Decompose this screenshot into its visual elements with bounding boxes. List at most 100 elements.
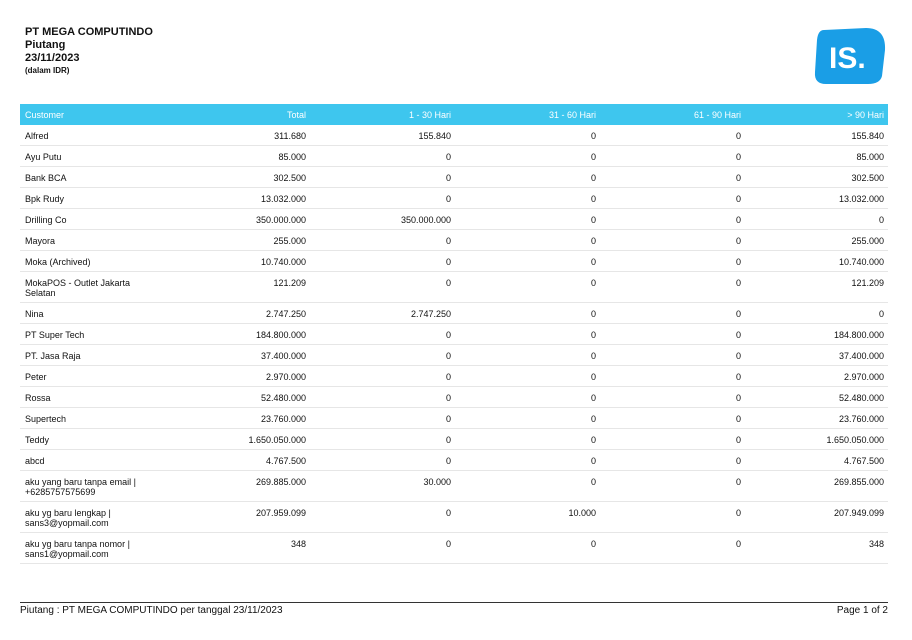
cell-over-90: 184.800.000: [745, 323, 888, 345]
cell-1-30: 0: [310, 386, 455, 408]
cell-total: 37.400.000: [150, 344, 310, 366]
cell-over-90: 155.840: [745, 125, 888, 146]
cell-customer: MokaPOS - Outlet Jakarta Selatan: [20, 271, 150, 303]
cell-31-60: 0: [455, 470, 600, 502]
cell-customer: Mayora: [20, 229, 150, 251]
cell-61-90: 0: [600, 501, 745, 533]
cell-customer: Teddy: [20, 428, 150, 450]
cell-over-90: 0: [745, 208, 888, 230]
cell-total: 311.680: [150, 125, 310, 146]
cell-1-30: 0: [310, 229, 455, 251]
cell-over-90: 10.740.000: [745, 250, 888, 272]
cell-customer: Bpk Rudy: [20, 187, 150, 209]
footer-report-label: Piutang : PT MEGA COMPUTINDO per tanggal…: [20, 605, 283, 616]
cell-31-60: 0: [455, 532, 600, 564]
logo-text: IS.: [829, 42, 866, 75]
table-row: abcd 4.767.500 0 0 0 4.767.500: [20, 449, 888, 471]
cell-total: 23.760.000: [150, 407, 310, 429]
cell-total: 348: [150, 532, 310, 564]
cell-61-90: 0: [600, 428, 745, 450]
table-row: Ayu Putu 85.000 0 0 0 85.000: [20, 145, 888, 167]
cell-over-90: 207.949.099: [745, 501, 888, 533]
table-row: aku yg baru tanpa nomor | sans1@yopmail.…: [20, 532, 888, 564]
cell-1-30: 30.000: [310, 470, 455, 502]
table-row: Peter 2.970.000 0 0 0 2.970.000: [20, 365, 888, 387]
cell-customer: Moka (Archived): [20, 250, 150, 272]
table-row: Drilling Co 350.000.000 350.000.000 0 0 0: [20, 208, 888, 230]
table-row: Alfred 311.680 155.840 0 0 155.840: [20, 125, 888, 146]
cell-61-90: 0: [600, 166, 745, 188]
cell-over-90: 302.500: [745, 166, 888, 188]
report-date: 23/11/2023: [25, 52, 80, 64]
cell-61-90: 0: [600, 365, 745, 387]
cell-61-90: 0: [600, 323, 745, 345]
cell-1-30: 0: [310, 166, 455, 188]
cell-over-90: 23.760.000: [745, 407, 888, 429]
cell-customer: aku yg baru lengkap | sans3@yopmail.com: [20, 501, 150, 533]
table-row: Nina 2.747.250 2.747.250 0 0 0: [20, 302, 888, 324]
cell-1-30: 0: [310, 428, 455, 450]
cell-1-30: 350.000.000: [310, 208, 455, 230]
cell-over-90: 37.400.000: [745, 344, 888, 366]
cell-31-60: 10.000: [455, 501, 600, 533]
cell-31-60: 0: [455, 145, 600, 167]
cell-31-60: 0: [455, 187, 600, 209]
cell-customer: Peter: [20, 365, 150, 387]
cell-customer: PT. Jasa Raja: [20, 344, 150, 366]
cell-61-90: 0: [600, 302, 745, 324]
cell-1-30: 155.840: [310, 125, 455, 146]
table-row: Bank BCA 302.500 0 0 0 302.500: [20, 166, 888, 188]
cell-31-60: 0: [455, 344, 600, 366]
cell-over-90: 1.650.050.000: [745, 428, 888, 450]
cell-1-30: 0: [310, 250, 455, 272]
table-row: Supertech 23.760.000 0 0 0 23.760.000: [20, 407, 888, 429]
report-header: PT MEGA COMPUTINDO Piutang 23/11/2023 (d…: [25, 26, 153, 76]
cell-61-90: 0: [600, 229, 745, 251]
cell-1-30: 0: [310, 407, 455, 429]
cell-1-30: 0: [310, 501, 455, 533]
cell-61-90: 0: [600, 344, 745, 366]
cell-customer: abcd: [20, 449, 150, 471]
cell-31-60: 0: [455, 271, 600, 303]
cell-customer: PT Super Tech: [20, 323, 150, 345]
cell-over-90: 255.000: [745, 229, 888, 251]
cell-total: 52.480.000: [150, 386, 310, 408]
table-row: Rossa 52.480.000 0 0 0 52.480.000: [20, 386, 888, 408]
cell-customer: Supertech: [20, 407, 150, 429]
cell-1-30: 0: [310, 187, 455, 209]
table-row: MokaPOS - Outlet Jakarta Selatan 121.209 0…: [20, 271, 888, 303]
cell-total: 269.885.000: [150, 470, 310, 502]
cell-over-90: 85.000: [745, 145, 888, 167]
cell-total: 4.767.500: [150, 449, 310, 471]
cell-total: 13.032.000: [150, 187, 310, 209]
cell-1-30: 0: [310, 344, 455, 366]
cell-customer: Nina: [20, 302, 150, 324]
cell-customer: Drilling Co: [20, 208, 150, 230]
col-header-61-90: 61 - 90 Hari: [600, 104, 745, 125]
cell-61-90: 0: [600, 271, 745, 303]
cell-over-90: 348: [745, 532, 888, 564]
col-header-customer: Customer: [20, 104, 150, 125]
table-row: PT Super Tech 184.800.000 0 0 0 184.800.000: [20, 323, 888, 345]
company-name: PT MEGA COMPUTINDO: [25, 26, 153, 38]
cell-over-90: 52.480.000: [745, 386, 888, 408]
cell-over-90: 0: [745, 302, 888, 324]
receivables-table: Customer Total 1 - 30 Hari 31 - 60 Hari …: [20, 104, 888, 564]
cell-over-90: 121.209: [745, 271, 888, 303]
cell-31-60: 0: [455, 208, 600, 230]
cell-61-90: 0: [600, 470, 745, 502]
table-row: Mayora 255.000 0 0 0 255.000: [20, 229, 888, 251]
cell-over-90: 269.855.000: [745, 470, 888, 502]
cell-customer: Alfred: [20, 125, 150, 146]
cell-customer: aku yang baru tanpa email | +62857575756…: [20, 470, 150, 502]
cell-31-60: 0: [455, 407, 600, 429]
cell-61-90: 0: [600, 407, 745, 429]
cell-over-90: 13.032.000: [745, 187, 888, 209]
cell-1-30: 0: [310, 271, 455, 303]
cell-total: 2.970.000: [150, 365, 310, 387]
page-number: Page 1 of 2: [836, 605, 888, 616]
col-header-total: Total: [150, 104, 310, 125]
cell-total: 121.209: [150, 271, 310, 303]
cell-1-30: 0: [310, 532, 455, 564]
table-row: Bpk Rudy 13.032.000 0 0 0 13.032.000: [20, 187, 888, 209]
